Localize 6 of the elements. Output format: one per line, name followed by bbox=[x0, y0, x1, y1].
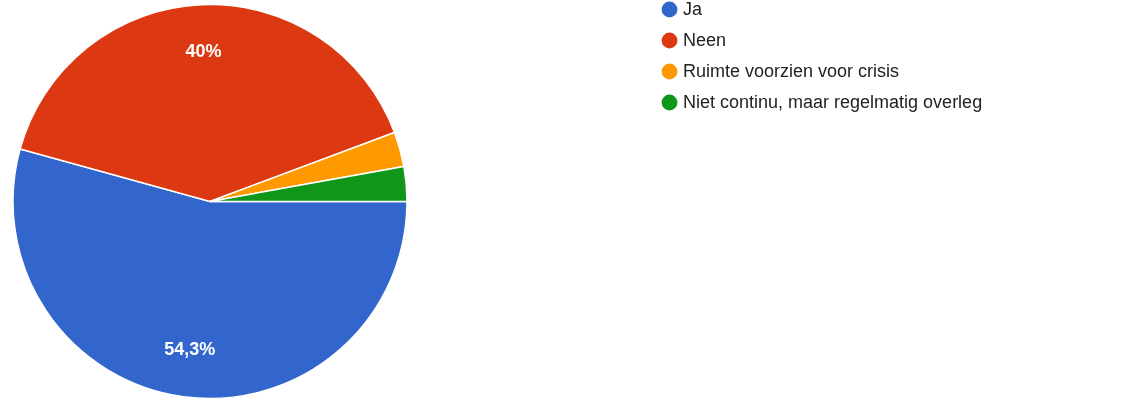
legend-label: Ruimte voorzien voor crisis bbox=[683, 60, 900, 81]
legend-label: Ja bbox=[683, 0, 703, 19]
data-label: 54,3% bbox=[164, 339, 216, 360]
legend-label: Niet continu, maar regelmatig overleg bbox=[683, 91, 983, 112]
data-label: 40% bbox=[185, 40, 222, 61]
legend-label: Neen bbox=[683, 29, 727, 50]
